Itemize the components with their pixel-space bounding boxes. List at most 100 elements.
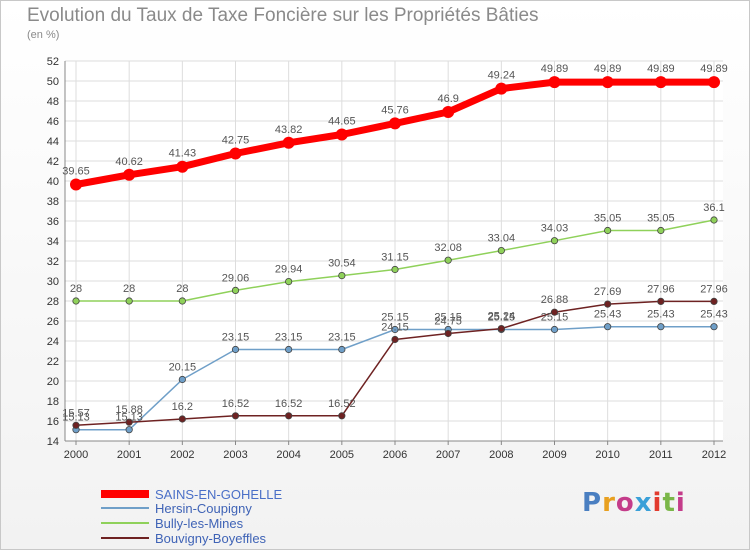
data-point-sains-en-gohelle [176, 160, 189, 173]
data-label-bouvigny-boyeffles: 15.88 [115, 404, 143, 416]
series-lines [70, 76, 720, 434]
data-label-bully-les-mines: 29.94 [275, 264, 303, 276]
data-point-bully-les-mines [444, 256, 452, 264]
chart-title: Evolution du Taux de Taxe Foncière sur l… [27, 5, 539, 26]
data-point-bouvigny-boyeffles [391, 335, 399, 344]
data-label-hersin-coupigny: 15.13 [115, 412, 143, 424]
data-point-sains-en-gohelle [442, 106, 455, 118]
data-label-sains-en-gohelle: 43.82 [275, 124, 303, 136]
x-tick-label: 2011 [649, 449, 673, 461]
data-label-bouvigny-boyeffles: 27.96 [700, 283, 728, 295]
data-labels: 39.65 40.62 41.43 42.75 43.82 44.65 45.76 46.9 4… [62, 63, 728, 424]
data-point-hersin-coupigny [710, 323, 718, 331]
data-point-bully-les-mines [497, 247, 505, 255]
data-label-hersin-coupigny: 23.15 [328, 332, 356, 344]
x-tick-label: 2006 [383, 449, 407, 461]
axes: 14 16 18 20 22 24 26 28 30 32 34 36 38 40 42 44 46 48 50 52… [47, 56, 726, 461]
data-label-bouvigny-boyeffles: 16.52 [222, 398, 250, 410]
data-label-hersin-coupigny: 23.15 [275, 332, 303, 344]
x-tick-label: 2005 [330, 449, 354, 461]
x-tick-label: 2003 [223, 449, 247, 461]
data-label-sains-en-gohelle: 42.75 [222, 135, 250, 147]
data-label-sains-en-gohelle: 49.89 [541, 63, 569, 75]
data-label-hersin-coupigny: 25.43 [594, 309, 622, 321]
data-label-bully-les-mines: 35.05 [594, 213, 622, 225]
data-label-hersin-coupigny: 25.15 [541, 312, 569, 324]
data-label-bully-les-mines: 36.1 [703, 202, 724, 214]
data-label-bully-les-mines: 28 [176, 283, 188, 295]
x-tick-label: 2001 [117, 449, 141, 461]
data-label-sains-en-gohelle: 49.24 [488, 70, 516, 82]
data-point-sains-en-gohelle [548, 76, 561, 89]
y-tick-label: 22 [47, 356, 59, 368]
data-point-hersin-coupigny [604, 323, 612, 331]
data-point-sains-en-gohelle [654, 76, 667, 89]
logo-letter: o [615, 488, 635, 518]
data-label-sains-en-gohelle: 41.43 [169, 148, 197, 160]
legend-item-sains-en-gohelle: SAINS-EN-GOHELLE [101, 486, 283, 502]
data-point-hersin-coupigny [231, 345, 240, 354]
y-tick-label: 48 [47, 96, 59, 108]
data-label-sains-en-gohelle: 44.65 [328, 116, 356, 128]
logo-letter: i [675, 488, 686, 518]
data-point-hersin-coupigny [338, 345, 346, 354]
y-tick-label: 26 [47, 316, 59, 328]
data-point-bully-les-mines [125, 297, 133, 305]
y-tick-label: 42 [47, 156, 59, 168]
legend-label: Bully-les-Mines [155, 515, 244, 531]
data-point-bouvigny-boyeffles [338, 412, 346, 420]
data-label-bouvigny-boyeffles: 26.88 [541, 294, 569, 306]
data-label-sains-en-gohelle: 49.89 [594, 63, 622, 75]
data-point-bouvigny-boyeffles [444, 329, 452, 338]
y-tick-label: 40 [47, 176, 59, 188]
data-label-bully-les-mines: 30.54 [328, 258, 356, 270]
data-point-bouvigny-boyeffles [125, 418, 133, 426]
y-tick-label: 28 [47, 296, 59, 308]
data-label-sains-en-gohelle: 45.76 [381, 104, 409, 116]
data-label-bully-les-mines: 33.04 [488, 233, 516, 245]
data-label-bouvigny-boyeffles: 24.75 [434, 316, 462, 328]
data-point-bully-les-mines [338, 271, 346, 280]
data-point-hersin-coupigny [391, 325, 399, 334]
y-tick-label: 46 [47, 116, 59, 128]
data-point-bouvigny-boyeffles [550, 308, 559, 316]
y-tick-label: 30 [47, 276, 59, 288]
data-label-hersin-coupigny: 25.43 [700, 309, 728, 321]
data-label-bully-les-mines: 35.05 [647, 213, 675, 225]
data-point-bouvigny-boyeffles [497, 324, 505, 333]
data-point-hersin-coupigny [550, 325, 559, 334]
data-point-hersin-coupigny [285, 345, 293, 354]
y-tick-label: 14 [47, 436, 59, 448]
data-point-bouvigny-boyeffles [231, 412, 240, 420]
data-label-bully-les-mines: 32.08 [434, 242, 462, 254]
y-tick-label: 34 [47, 236, 59, 248]
data-label-sains-en-gohelle: 46.9 [437, 93, 458, 105]
x-tick-label: 2010 [595, 449, 619, 461]
data-label-sains-en-gohelle: 39.65 [62, 166, 90, 178]
legend-swatch [101, 537, 149, 539]
data-label-bouvigny-boyeffles: 27.96 [647, 283, 675, 295]
data-point-sains-en-gohelle [601, 76, 614, 89]
data-label-bully-les-mines: 28 [123, 283, 135, 295]
data-point-sains-en-gohelle [229, 147, 242, 160]
data-point-bouvigny-boyeffles [72, 421, 80, 429]
data-label-sains-en-gohelle: 49.89 [700, 63, 728, 75]
y-tick-label: 50 [47, 76, 59, 88]
data-label-hersin-coupigny: 25.43 [647, 309, 675, 321]
data-point-sains-en-gohelle [282, 136, 295, 149]
data-point-bouvigny-boyeffles [285, 412, 293, 420]
data-point-bully-les-mines [285, 277, 293, 286]
data-point-bully-les-mines [391, 265, 399, 274]
data-label-bully-les-mines: 34.03 [541, 223, 569, 235]
y-tick-label: 20 [47, 376, 59, 388]
data-point-bully-les-mines [550, 237, 559, 245]
data-label-hersin-coupigny: 15.13 [62, 412, 90, 424]
data-label-hersin-coupigny: 23.15 [222, 332, 250, 344]
legend-item-hersin-coupigny: Hersin-Coupigny [101, 501, 252, 516]
legend-label: SAINS-EN-GOHELLE [155, 486, 283, 502]
y-tick-label: 18 [47, 396, 59, 408]
data-label-bouvigny-boyeffles: 24.15 [381, 322, 409, 334]
x-tick-label: 2004 [276, 449, 300, 461]
